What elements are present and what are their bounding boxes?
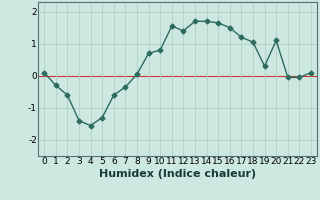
X-axis label: Humidex (Indice chaleur): Humidex (Indice chaleur) [99,169,256,179]
